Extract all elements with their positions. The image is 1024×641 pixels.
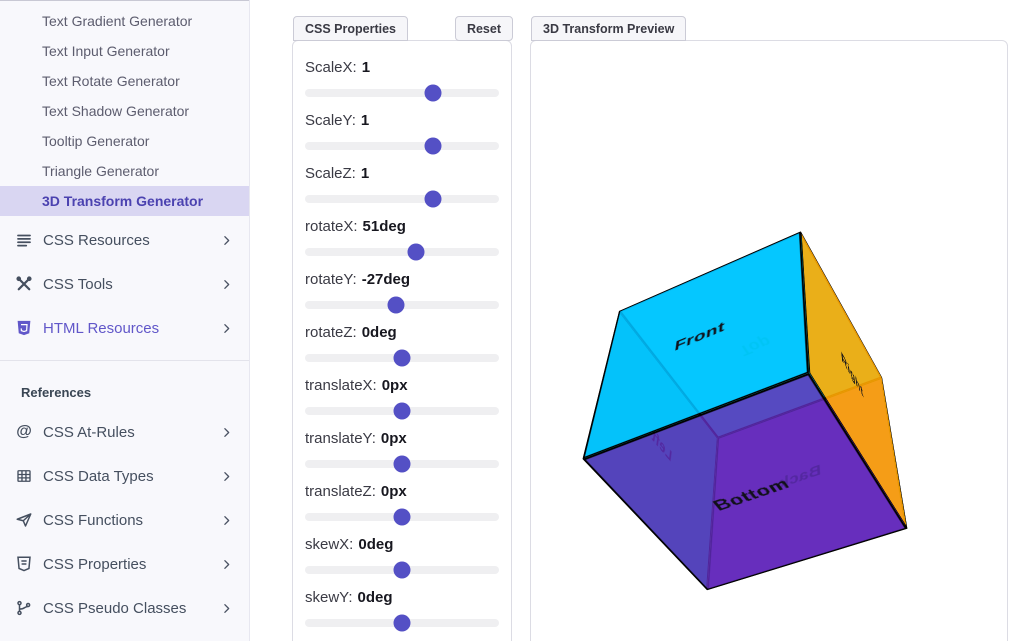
sidebar-item-label: CSS Pseudo Classes bbox=[43, 599, 187, 617]
html5-icon bbox=[14, 318, 34, 338]
slider-label: translateY: 0px bbox=[305, 430, 407, 447]
at-icon: @ bbox=[16, 423, 32, 440]
cube: Front Back Right Left Top Bottom bbox=[581, 230, 907, 590]
chevron-right-icon[interactable] bbox=[220, 602, 233, 615]
slider-group-scaley: ScaleY: 1 bbox=[305, 110, 499, 155]
rotatex-slider[interactable] bbox=[305, 243, 499, 261]
skewy-slider[interactable] bbox=[305, 614, 499, 632]
sidebar-item-text-input-generator[interactable]: Text Input Generator bbox=[42, 43, 170, 59]
sidebar-item-3d-transform-generator[interactable]: 3D Transform Generator bbox=[0, 186, 249, 216]
slider-label: skewY: 0deg bbox=[305, 589, 393, 606]
sidebar-item-css-resources[interactable]: CSS Resources bbox=[0, 218, 249, 262]
slider-thumb[interactable] bbox=[407, 243, 425, 261]
sidebar-item-css-tools[interactable]: CSS Tools bbox=[0, 262, 249, 306]
sidebar-item-css-data-types[interactable]: CSS Data Types bbox=[0, 454, 249, 498]
slider-thumb[interactable] bbox=[424, 84, 442, 102]
slider-thumb[interactable] bbox=[424, 137, 442, 155]
sidebar-item-triangle-generator[interactable]: Triangle Generator bbox=[42, 163, 159, 179]
slider-label: translateZ: 0px bbox=[305, 483, 407, 500]
reset-button[interactable]: Reset bbox=[454, 16, 513, 41]
scalex-slider[interactable] bbox=[305, 84, 499, 102]
sidebar-item-css-properties[interactable]: CSS Properties bbox=[0, 542, 249, 586]
scaley-slider[interactable] bbox=[305, 137, 499, 155]
slider-thumb[interactable] bbox=[393, 402, 411, 420]
rotatez-slider[interactable] bbox=[305, 349, 499, 367]
sidebar-item-html-resources[interactable]: HTML Resources bbox=[0, 306, 249, 350]
slider-group-scalez: ScaleZ: 1 bbox=[305, 163, 499, 208]
references-list: @ CSS At-Rules CSS Data Types CS bbox=[0, 410, 249, 630]
sidebar: Text Gradient Generator Text Input Gener… bbox=[0, 0, 250, 641]
slider-label: ScaleX: 1 bbox=[305, 59, 371, 76]
sidebar-item-text-rotate-generator[interactable]: Text Rotate Generator bbox=[42, 73, 180, 89]
sidebar-item-label: CSS Tools bbox=[43, 275, 113, 293]
lines-icon bbox=[14, 230, 34, 250]
sidebar-item-text-gradient-generator[interactable]: Text Gradient Generator bbox=[42, 13, 193, 29]
css-shield-icon bbox=[14, 554, 34, 574]
translatez-slider[interactable] bbox=[305, 508, 499, 526]
slider-label: skewX: 0deg bbox=[305, 536, 394, 553]
slider-label: rotateY: -27deg bbox=[305, 271, 411, 288]
slider-label: translateX: 0px bbox=[305, 377, 408, 394]
slider-thumb[interactable] bbox=[393, 614, 411, 632]
chevron-right-icon[interactable] bbox=[220, 234, 233, 247]
chevron-right-icon[interactable] bbox=[220, 426, 233, 439]
skewx-slider[interactable] bbox=[305, 561, 499, 579]
slider-group-skewx: skewX: 0deg bbox=[305, 534, 499, 579]
scalez-slider[interactable] bbox=[305, 190, 499, 208]
preview-panel: 3D Transform Preview Front Back Right Le… bbox=[530, 16, 1008, 641]
slider-thumb[interactable] bbox=[393, 508, 411, 526]
slider-thumb[interactable] bbox=[393, 349, 411, 367]
chevron-right-icon[interactable] bbox=[220, 278, 233, 291]
slider-thumb[interactable] bbox=[393, 455, 411, 473]
slider-group-skewy: skewY: 0deg bbox=[305, 587, 499, 632]
css-properties-panel: CSS Properties Reset ScaleX: 1 ScaleY: 1 S… bbox=[292, 16, 513, 641]
sidebar-item-css-functions[interactable]: CSS Functions bbox=[0, 498, 249, 542]
sidebar-item-tooltip-generator[interactable]: Tooltip Generator bbox=[42, 133, 150, 149]
preview-body: Front Back Right Left Top Bottom bbox=[531, 41, 1007, 641]
sidebar-item-css-at-rules[interactable]: @ CSS At-Rules bbox=[0, 410, 249, 454]
section-list: CSS Resources CSS Tools HTML Resources bbox=[0, 218, 249, 350]
sidebar-item-css-pseudo-classes[interactable]: CSS Pseudo Classes bbox=[0, 586, 249, 630]
sidebar-divider bbox=[0, 360, 249, 361]
slider-label: rotateZ: 0deg bbox=[305, 324, 397, 341]
slider-thumb[interactable] bbox=[387, 296, 405, 314]
css-properties-tab: CSS Properties bbox=[293, 16, 409, 41]
rotatey-slider[interactable] bbox=[305, 296, 499, 314]
preview-tab: 3D Transform Preview bbox=[531, 16, 687, 41]
sidebar-item-label: HTML Resources bbox=[43, 319, 160, 337]
branch-icon bbox=[14, 598, 34, 618]
slider-thumb[interactable] bbox=[393, 561, 411, 579]
sidebar-item-label: CSS Data Types bbox=[43, 467, 154, 485]
translatey-slider[interactable] bbox=[305, 455, 499, 473]
references-heading: References bbox=[21, 385, 92, 400]
slider-group-translatez: translateZ: 0px bbox=[305, 481, 499, 526]
chevron-right-icon[interactable] bbox=[220, 558, 233, 571]
slider-label: ScaleZ: 1 bbox=[305, 165, 370, 182]
slider-label: ScaleY: 1 bbox=[305, 112, 370, 129]
slider-group-rotatez: rotateZ: 0deg bbox=[305, 322, 499, 367]
slider-group-rotatex: rotateX: 51deg bbox=[305, 216, 499, 261]
slider-group-translatex: translateX: 0px bbox=[305, 375, 499, 420]
sidebar-item-text-shadow-generator[interactable]: Text Shadow Generator bbox=[42, 103, 190, 119]
generator-list: Text Gradient Generator Text Input Gener… bbox=[0, 0, 249, 216]
slider-thumb[interactable] bbox=[424, 190, 442, 208]
sidebar-item-label: CSS Resources bbox=[43, 231, 150, 249]
chevron-right-icon[interactable] bbox=[220, 514, 233, 527]
sidebar-item-label: CSS At-Rules bbox=[43, 423, 135, 441]
translatex-slider[interactable] bbox=[305, 402, 499, 420]
tools-icon bbox=[14, 274, 34, 294]
cube-scene: Front Back Right Left Top Bottom bbox=[531, 41, 1007, 641]
slider-label: rotateX: 51deg bbox=[305, 218, 406, 235]
slider-group-translatey: translateY: 0px bbox=[305, 428, 499, 473]
chevron-right-icon[interactable] bbox=[220, 470, 233, 483]
sidebar-item-label: CSS Properties bbox=[43, 555, 147, 573]
sidebar-item-label: CSS Functions bbox=[43, 511, 144, 529]
slider-group-scalex: ScaleX: 1 bbox=[305, 57, 499, 102]
chevron-right-icon[interactable] bbox=[220, 322, 233, 335]
send-icon bbox=[14, 510, 34, 530]
slider-group-rotatey: rotateY: -27deg bbox=[305, 269, 499, 314]
table-icon bbox=[14, 466, 34, 486]
